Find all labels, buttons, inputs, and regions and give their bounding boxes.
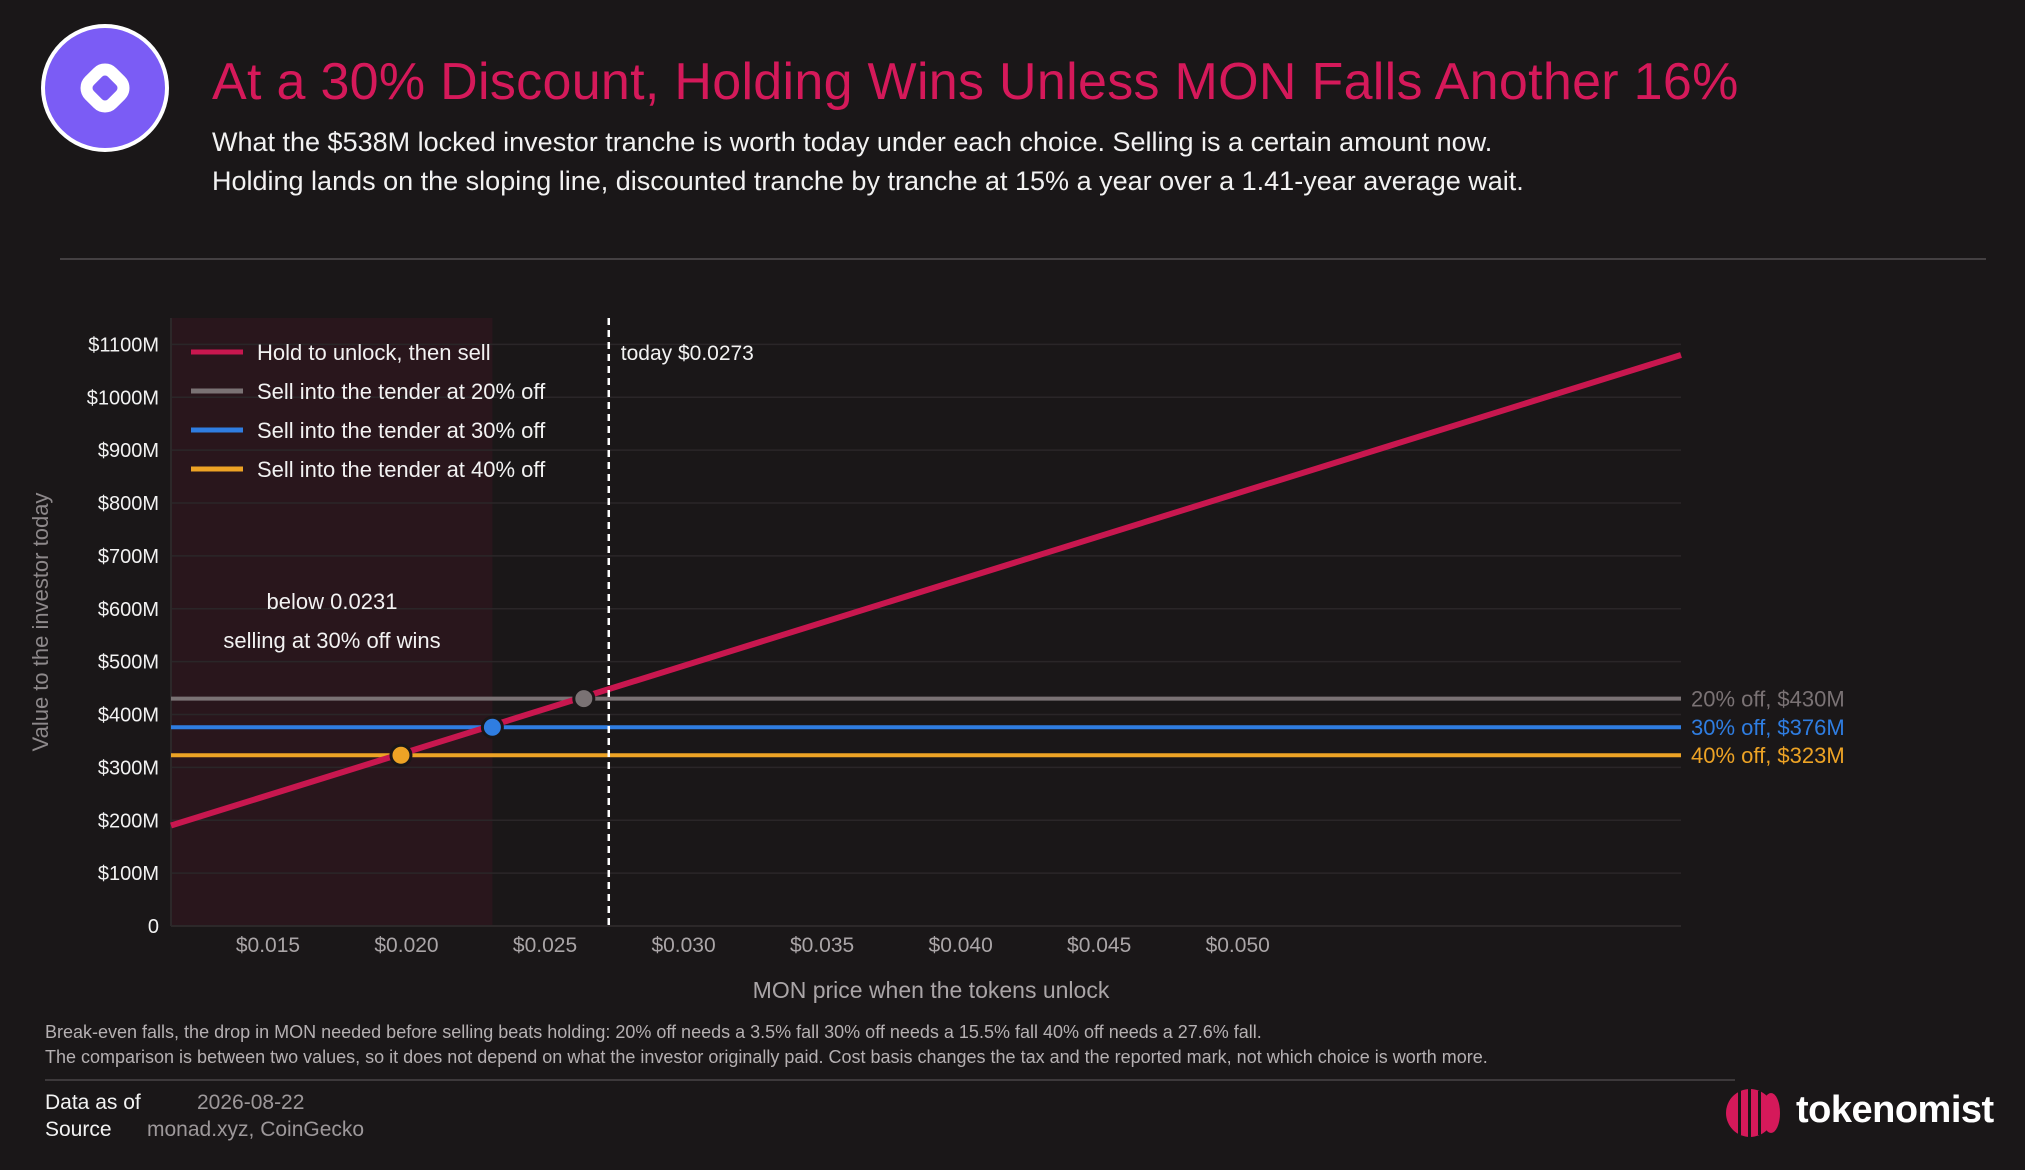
y-axis-title: Value to the investor today: [28, 493, 53, 752]
tokenomist-mark-icon: [1726, 1089, 1780, 1137]
y-tick-label: 0: [148, 916, 159, 938]
y-tick-label: $100M: [98, 863, 159, 885]
y-tick-label: $500M: [98, 652, 159, 674]
x-tick-label: $0.030: [651, 934, 715, 957]
data-date-label: Data as of: [45, 1091, 141, 1114]
breakeven-marker: [572, 687, 596, 711]
breakeven-marker: [389, 743, 413, 767]
x-tick-label: $0.040: [929, 934, 993, 957]
brand-logo: tokenomist: [1720, 1082, 1994, 1140]
series-end-label: 40% off, $323M: [1691, 743, 1845, 768]
grid-layer: [171, 343, 1681, 874]
hold-line: [170, 352, 1682, 829]
legend-label: Sell into the tender at 20% off: [257, 379, 546, 404]
markers-layer: [389, 687, 596, 767]
x-tick-label: $0.015: [236, 934, 300, 957]
y-tick-label: $200M: [98, 810, 159, 832]
axes-layer: 0 $100M $200M $300M $400M $500M $600M $700M $800…: [28, 318, 1681, 1003]
legend-label: Hold to unlock, then sell: [257, 340, 491, 365]
x-tick-label: $0.035: [790, 934, 854, 957]
logo-badge: [45, 28, 165, 148]
page-subtitle: What the $538M locked investor tranche i…: [212, 127, 1524, 196]
x-tick-label: $0.050: [1206, 934, 1270, 957]
x-tick-label: $0.025: [513, 934, 577, 957]
y-tick-label: $1100M: [88, 334, 159, 356]
y-tick-label: $700M: [98, 546, 159, 568]
legend-layer: Hold to unlock, then sell Sell into the t…: [191, 340, 546, 482]
data-date-row: Data as of 2026-08-22: [45, 1089, 364, 1116]
y-tick-label: $300M: [98, 757, 159, 779]
x-tick-label: $0.045: [1067, 934, 1131, 957]
shaded-region-layer: [171, 318, 493, 926]
y-tick-label: $800M: [98, 493, 159, 515]
annotation-line-2: selling at 30% off wins: [223, 628, 440, 653]
labels-layer: 20% off, $430M 30% off, $376M 40% off, $32…: [223, 589, 1844, 768]
series-layer: [170, 352, 1682, 829]
footer-meta: Data as of 2026-08-22 Source monad.xyz, Co…: [45, 1089, 364, 1143]
legend-label: Sell into the tender at 30% off: [257, 418, 546, 443]
page-title: At a 30% Discount, Holding Wins Unless M…: [212, 53, 1739, 111]
footnote-breakeven: Break-even falls, the drop in MON needed…: [45, 1022, 1262, 1042]
brand-name: tokenomist: [1796, 1089, 1994, 1131]
y-tick-label: $400M: [98, 705, 159, 727]
y-tick-label: $600M: [98, 599, 159, 621]
today-line-label: today $0.0273: [621, 342, 754, 365]
annotation-line-1: below 0.0231: [267, 589, 398, 614]
chart: 0 $100M $200M $300M $400M $500M $600M $700M $800…: [28, 318, 1845, 1003]
y-tick-label: $900M: [98, 440, 159, 462]
source-label: Source: [45, 1118, 112, 1141]
today-line-layer: today $0.0273: [607, 318, 754, 926]
header-divider: [60, 258, 1986, 260]
footer-divider: [45, 1079, 1735, 1081]
series-end-label: 20% off, $430M: [1691, 687, 1845, 712]
data-date-value: 2026-08-22: [197, 1091, 305, 1114]
x-tick-label: $0.020: [374, 934, 438, 957]
footnotes: Break-even falls, the drop in MON needed…: [45, 1020, 1488, 1070]
monad-logo: [41, 24, 169, 152]
series-end-label: 30% off, $376M: [1691, 715, 1845, 740]
y-tick-label: $1000M: [87, 387, 159, 409]
x-axis-title: MON price when the tokens unlock: [753, 977, 1110, 1003]
shaded-region: [171, 318, 493, 926]
source-value: monad.xyz, CoinGecko: [147, 1118, 365, 1141]
footnote-cost-basis: The comparison is between two values, so…: [45, 1047, 1488, 1067]
breakeven-marker: [480, 715, 504, 739]
legend-label: Sell into the tender at 40% off: [257, 457, 546, 482]
source-row: Source monad.xyz, CoinGecko: [45, 1116, 364, 1143]
